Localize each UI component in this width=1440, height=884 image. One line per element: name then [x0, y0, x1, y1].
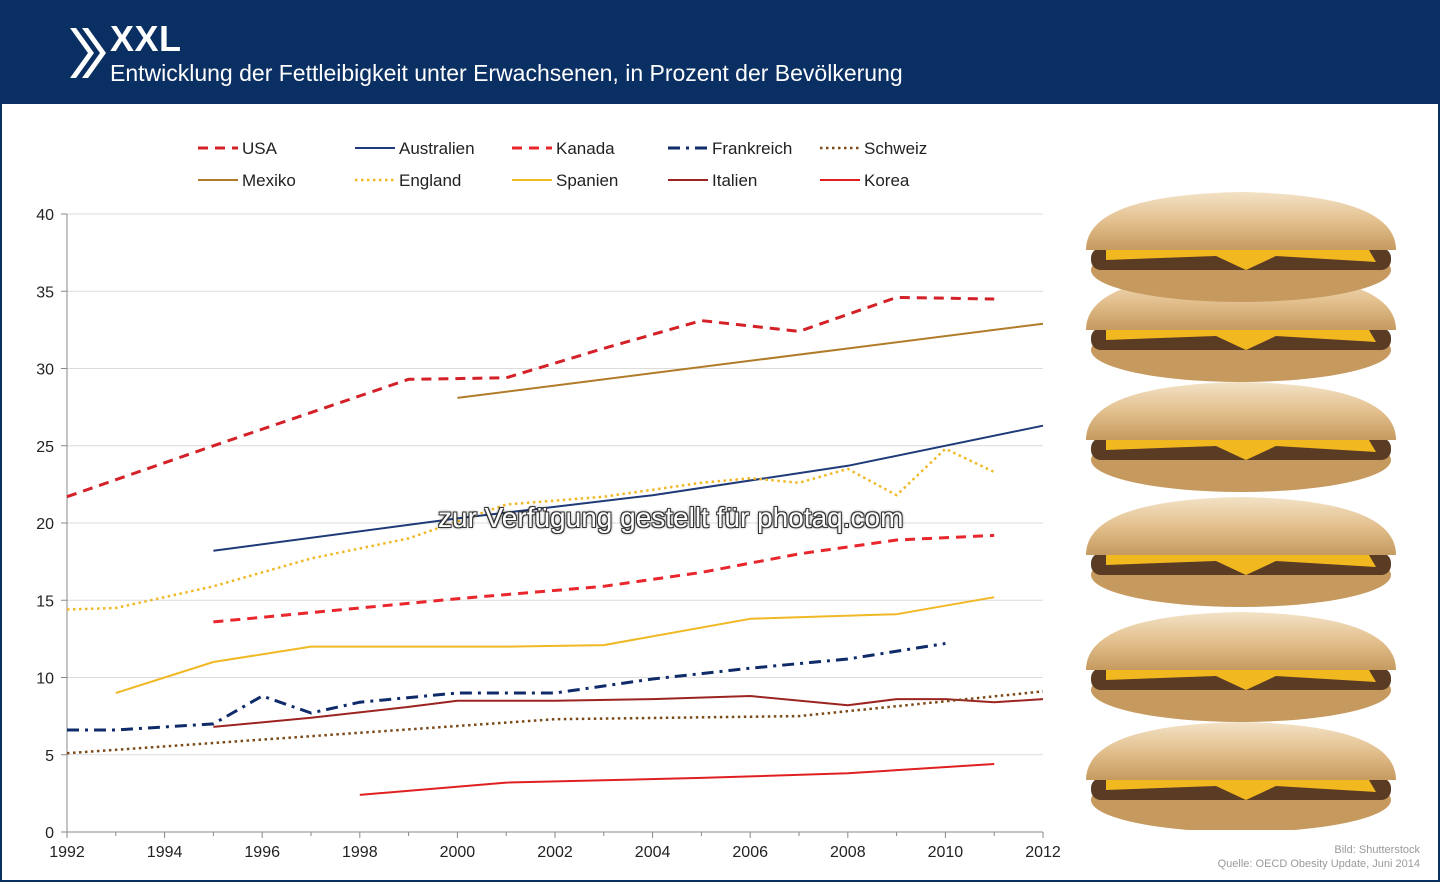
- legend-label-frankreich: Frankreich: [712, 139, 792, 158]
- series-line-spanien: [115, 596, 995, 694]
- legend-label-usa: USA: [242, 139, 278, 158]
- x-tick-label: 1996: [244, 844, 280, 861]
- x-tick-label: 2010: [928, 844, 964, 861]
- y-tick-label: 5: [45, 748, 54, 765]
- legend-label-kanada: Kanada: [556, 139, 615, 158]
- burger-cheese: [1106, 775, 1376, 800]
- x-tick-label: 2012: [1025, 844, 1060, 861]
- series-line-schweiz: [66, 690, 1044, 755]
- legend-label-schweiz: Schweiz: [864, 139, 927, 158]
- series-line-australien: [213, 424, 1044, 552]
- burger-cheese: [1106, 665, 1376, 690]
- burger-top-bun: [1086, 192, 1396, 250]
- y-tick-label: 25: [36, 439, 54, 456]
- series-line-mexiko: [457, 322, 1044, 399]
- burger-cheese: [1106, 325, 1376, 350]
- series-line-kanada: [213, 533, 995, 624]
- burger-top-bun: [1086, 497, 1396, 555]
- y-tick-label: 0: [45, 825, 54, 842]
- burger-cheese: [1106, 245, 1376, 270]
- obesity-line-chart: 0 5 10 15 20 25 30 35 40 1992 1994 1996 1998 2000 2002…: [36, 139, 1060, 861]
- burger-cheese: [1106, 550, 1376, 575]
- y-tick-label: 30: [36, 362, 54, 379]
- y-tick-label: 10: [36, 671, 54, 688]
- x-tick-label: 1998: [342, 844, 378, 861]
- x-tick-label: 1992: [49, 844, 85, 861]
- x-tick-label: 1994: [147, 844, 183, 861]
- x-tick-label: 2004: [635, 844, 671, 861]
- series-line-frankreich: [67, 642, 946, 732]
- x-tick-label: 2000: [440, 844, 476, 861]
- burger-top-bun: [1086, 722, 1396, 780]
- y-tick-label: 35: [36, 284, 54, 301]
- page-title: XXL: [110, 18, 182, 59]
- source-credit: Quelle: OECD Obesity Update, Juni 2014: [1217, 858, 1420, 870]
- series-line-usa: [66, 295, 995, 499]
- x-tick-label: 2006: [732, 844, 768, 861]
- burger-stack-image: [1086, 192, 1396, 830]
- burger-top-bun: [1086, 382, 1396, 440]
- y-tick-label: 15: [36, 593, 54, 610]
- image-credit: Bild: Shutterstock: [1334, 844, 1420, 856]
- series-line-italien: [213, 695, 1044, 728]
- page-subtitle: Entwicklung der Fettleibigkeit unter Erw…: [110, 60, 903, 86]
- y-tick-label: 40: [36, 207, 54, 224]
- series-line-korea: [359, 763, 995, 796]
- burger-top-bun: [1086, 612, 1396, 670]
- content-frame: [0, 104, 1440, 882]
- legend-label-mexiko: Mexiko: [242, 171, 296, 190]
- x-tick-label: 2008: [830, 844, 866, 861]
- legend-label-australien: Australien: [399, 139, 475, 158]
- legend-label-korea: Korea: [864, 171, 910, 190]
- header-banner: XXL Entwicklung der Fettleibigkeit unter…: [0, 0, 1440, 104]
- legend-label-england: England: [399, 171, 461, 190]
- x-tick-label: 2002: [537, 844, 573, 861]
- series-line-england: [66, 447, 995, 611]
- watermark-text: zur Verfügung gestellt für photaq.com: [438, 502, 904, 533]
- legend-label-italien: Italien: [712, 171, 757, 190]
- burger-cheese: [1106, 435, 1376, 460]
- oecd-logo-icon: [70, 28, 106, 78]
- legend-label-spanien: Spanien: [556, 171, 618, 190]
- y-tick-label: 20: [36, 516, 54, 533]
